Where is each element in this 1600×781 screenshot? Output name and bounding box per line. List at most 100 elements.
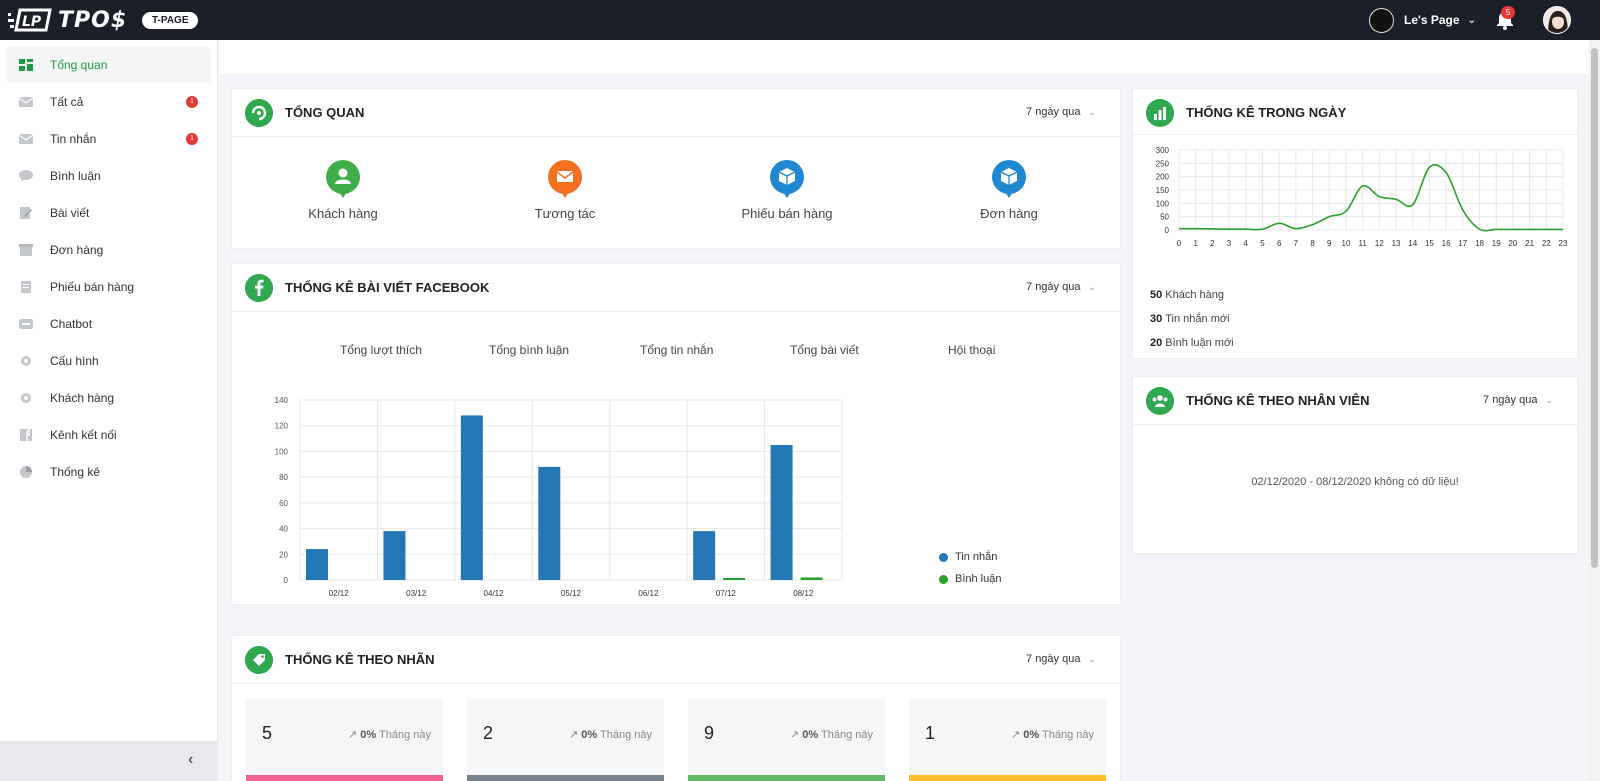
stat-value: 30 (1150, 313, 1163, 325)
period-select[interactable]: 7 ngày qua ⌄ (1026, 653, 1096, 665)
label-tile[interactable]: 1 ↗ 0% Tháng này (909, 699, 1106, 781)
sidebar-collapse-button[interactable]: ‹ (0, 741, 217, 781)
y-tick-label: 40 (279, 525, 288, 534)
bar-chart-icon (1146, 99, 1174, 127)
legend-item-messages[interactable]: Tin nhắn (939, 551, 997, 563)
facebook-icon (245, 274, 273, 302)
card-header: THỐNG KÊ THEO NHÂN VIÊN 7 ngày qua ⌄ (1133, 377, 1577, 425)
trend-up-icon: ↗ (568, 729, 579, 741)
page-name: Le's Page (1404, 13, 1460, 27)
sidebar-item-all[interactable]: Tất cả 1 (6, 84, 211, 120)
brand-logo[interactable]: LP TPO$ (8, 6, 127, 34)
stat-new-comments: 20 Bình luận mới (1150, 337, 1234, 349)
sidebar-item-messages[interactable]: Tin nhắn 1 (6, 121, 211, 157)
card-title: TỔNG QUAN (285, 105, 365, 120)
x-tick-label: 15 (1425, 239, 1434, 248)
legend-label: Bình luận (955, 573, 1002, 585)
sidebar-item-label: Cấu hình (50, 354, 99, 368)
overview-customers[interactable]: Khách hàng (263, 160, 423, 221)
overview-orders[interactable]: Đơn hàng (929, 160, 1089, 221)
user-avatar[interactable] (1543, 6, 1571, 34)
top-bar: LP TPO$ T-PAGE Le's Page ⌄ 5 (0, 0, 1600, 40)
sidebar-item-settings[interactable]: Cấu hình (6, 343, 211, 379)
card-title: THỐNG KÊ BÀI VIẾT FACEBOOK (285, 280, 490, 295)
tpage-badge[interactable]: T-PAGE (142, 12, 199, 29)
stat-label: Khách hàng (1165, 289, 1224, 301)
brand-name: TPO$ (58, 7, 128, 33)
bar-Tin nhắn (770, 445, 793, 580)
x-tick-label: 10 (1342, 239, 1351, 248)
label-tile[interactable]: 5 ↗ 0% Tháng này (246, 699, 443, 781)
period-select[interactable]: 7 ngày qua ⌄ (1483, 394, 1553, 406)
label-tile[interactable]: 2 ↗ 0% Tháng này (467, 699, 664, 781)
x-tick-label: 04/12 (484, 589, 505, 598)
tab-total-messages[interactable]: Tổng tin nhắn (640, 343, 714, 357)
trend-caption: Tháng này (1042, 729, 1094, 741)
tile-color-bar (688, 775, 885, 781)
card-title: THỐNG KÊ TRONG NGÀY (1186, 105, 1347, 120)
sidebar-item-overview[interactable]: Tổng quan (6, 47, 211, 83)
legend-item-comments[interactable]: Bình luận (939, 573, 1001, 585)
bar-Tin nhắn (306, 549, 328, 580)
tile-trend: ↗ 0% Tháng này (1011, 728, 1094, 741)
x-tick-label: 06/12 (638, 589, 659, 598)
tpos-logo-icon: LP (8, 8, 52, 32)
x-tick-label: 07/12 (716, 589, 737, 598)
tab-total-posts[interactable]: Tổng bài viết (790, 343, 859, 357)
y-tick-label: 20 (279, 550, 288, 559)
overview-interactions[interactable]: Tương tác (485, 160, 645, 221)
legend-dot (939, 574, 948, 584)
stat-value: 50 (1150, 289, 1163, 301)
overview-label: Khách hàng (308, 206, 378, 221)
tab-conversations[interactable]: Hội thoại (948, 343, 996, 357)
x-tick-label: 17 (1458, 239, 1467, 248)
dashboard-icon (19, 59, 33, 71)
stat-new-customers: 50 Khách hàng (1150, 289, 1224, 301)
sidebar-item-orders[interactable]: Đơn hàng (6, 232, 211, 268)
y-tick-label: 0 (284, 576, 289, 585)
trend-percent: 0% (581, 729, 598, 741)
page-switcher[interactable]: Le's Page ⌄ (1369, 7, 1476, 33)
sidebar-item-posts[interactable]: Bài viết (6, 195, 211, 231)
sidebar-item-sales-receipts[interactable]: Phiếu bán hàng (6, 269, 211, 305)
sidebar-item-chatbot[interactable]: Chatbot (6, 306, 211, 342)
facebook-bar-chart: 0 20 40 60 80 100 120 140 02/12 03/12 04/12 05/12 06… (275, 396, 843, 598)
x-tick-label: 02/12 (329, 589, 350, 598)
chevron-left-icon: ‹ (188, 751, 194, 768)
chevron-down-icon: ⌄ (1467, 14, 1476, 26)
tile-value: 5 (262, 723, 273, 743)
trend-percent: 0% (1023, 729, 1040, 741)
scrollbar-thumb[interactable] (1591, 48, 1598, 568)
card-header: TỔNG QUAN 7 ngày qua ⌄ (232, 89, 1120, 137)
y-tick-label: 50 (1160, 213, 1169, 222)
y-tick-label: 0 (1165, 226, 1170, 235)
period-select[interactable]: 7 ngày qua ⌄ (1026, 106, 1096, 118)
period-select[interactable]: 7 ngày qua ⌄ (1026, 281, 1096, 293)
tab-total-comments[interactable]: Tổng bình luận (489, 343, 570, 357)
card-header: THỐNG KÊ THEO NHÃN 7 ngày qua ⌄ (232, 636, 1120, 684)
overview-label: Đơn hàng (980, 206, 1038, 221)
period-value: 7 ngày qua (1026, 653, 1081, 665)
overview-sales-receipts[interactable]: Phiếu bán hàng (707, 160, 867, 221)
bar-Tin nhắn (538, 466, 561, 580)
bar-Tin nhắn (383, 531, 406, 580)
chevron-down-icon: ⌄ (1088, 107, 1096, 117)
bar-Bình luận (800, 577, 823, 580)
label-tile[interactable]: 9 ↗ 0% Tháng này (688, 699, 885, 781)
card-header: THỐNG KÊ TRONG NGÀY (1133, 89, 1577, 135)
sidebar-item-customers[interactable]: Khách hàng (6, 380, 211, 416)
sidebar-item-label: Khách hàng (50, 391, 115, 405)
facebook-stats-card: THỐNG KÊ BÀI VIẾT FACEBOOK 7 ngày qua ⌄ T… (231, 263, 1121, 605)
page-scrollbar[interactable] (1589, 40, 1600, 781)
y-tick-label: 140 (275, 396, 289, 405)
tab-total-likes[interactable]: Tổng lượt thích (340, 343, 422, 357)
sidebar-item-statistics[interactable]: Thống kê (6, 454, 211, 490)
sidebar-item-channels[interactable]: Kênh kết nối (6, 417, 211, 453)
period-value: 7 ngày qua (1483, 394, 1538, 406)
x-tick-label: 9 (1327, 239, 1332, 248)
avatar-portrait-icon (1544, 7, 1570, 33)
stat-label: Bình luận mới (1165, 337, 1234, 349)
x-tick-label: 14 (1408, 239, 1417, 248)
x-tick-label: 03/12 (406, 589, 427, 598)
sidebar-item-comments[interactable]: Bình luận (6, 158, 211, 194)
